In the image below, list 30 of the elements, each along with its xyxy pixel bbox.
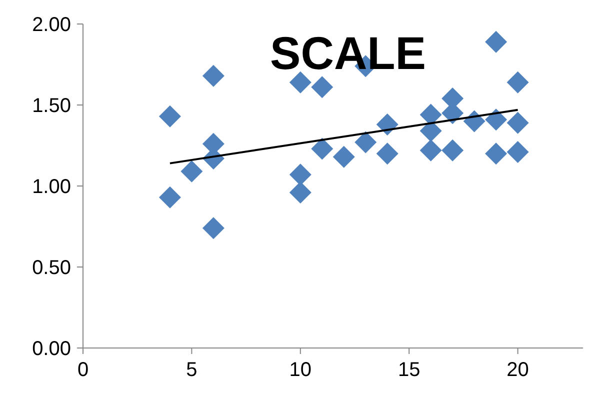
- x-tick-label: 15: [398, 359, 420, 382]
- point: [485, 108, 508, 131]
- point: [158, 186, 181, 208]
- y-tick-label: 2.00: [32, 14, 71, 36]
- y-tick-label: 1.00: [32, 176, 71, 198]
- y-tick-label: 1.50: [32, 95, 71, 118]
- x-tick-label: 10: [289, 359, 312, 382]
- point: [420, 139, 442, 162]
- point: [311, 138, 334, 160]
- x-tick-label: 0: [77, 359, 89, 382]
- point: [506, 140, 529, 163]
- y-tick-label: 0.50: [32, 257, 71, 280]
- point: [485, 142, 508, 165]
- point: [158, 105, 181, 128]
- point: [485, 30, 508, 53]
- point: [289, 71, 312, 94]
- point: [506, 71, 529, 94]
- point: [311, 76, 334, 98]
- point: [202, 64, 224, 87]
- point: [354, 131, 377, 154]
- point: [202, 217, 224, 240]
- x-tick-label: 20: [506, 359, 529, 382]
- point: [376, 142, 398, 165]
- point: [180, 160, 203, 182]
- x-tick-label: 5: [186, 359, 198, 382]
- point: [442, 139, 464, 162]
- point: [332, 146, 355, 168]
- point: [506, 112, 529, 134]
- chart-title: SCALE: [269, 26, 427, 80]
- y-tick-label: 0.00: [32, 338, 71, 360]
